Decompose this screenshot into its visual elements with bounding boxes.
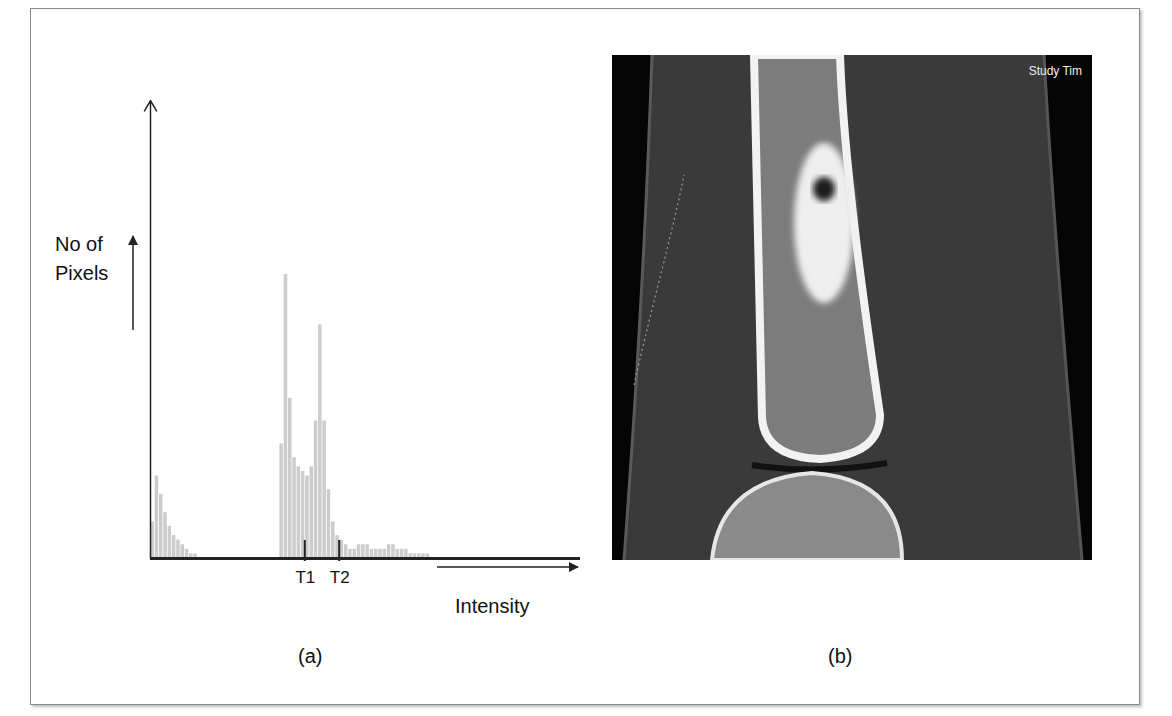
html-text:(b): (b) [828,645,853,667]
svg-text:T2: T2 [330,568,350,587]
html-text:(a): (a) [298,645,323,667]
svg-text:T1: T1 [295,568,315,587]
html-text:No of: No of [55,233,103,255]
html-text:Pixels: Pixels [55,262,109,284]
html-text:Intensity: Intensity [455,595,530,617]
svg-text:Study Tim: Study Tim [1029,64,1082,78]
